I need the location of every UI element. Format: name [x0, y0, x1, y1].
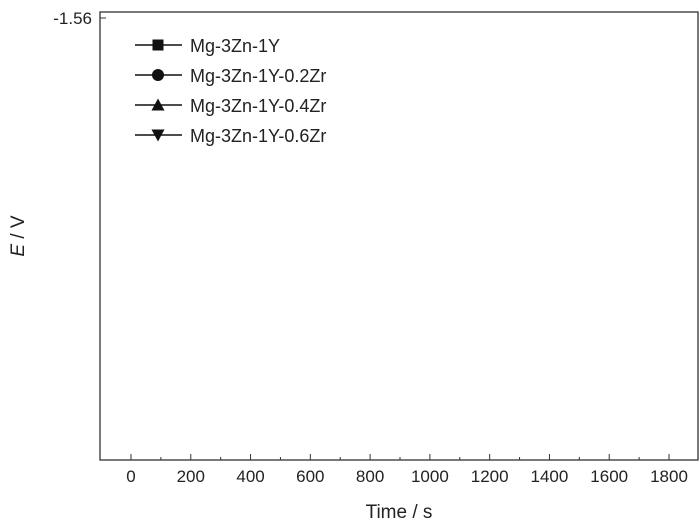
x-tick-label: 1600: [590, 467, 628, 486]
plot-frame: [99, 11, 699, 461]
x-tick-label: 400: [236, 467, 264, 486]
legend-marker: [152, 39, 164, 51]
x-tick-label: 1200: [471, 467, 509, 486]
legend-marker: [151, 98, 165, 111]
x-tick-label: 200: [177, 467, 205, 486]
legend-label: Mg-3Zn-1Y-0.6Zr: [190, 126, 326, 146]
legend: Mg-3Zn-1Y Mg-3Zn-1Y-0.2Zr Mg-3Zn-1Y-0.4Zr M…: [135, 36, 326, 146]
x-tick-label: 1400: [531, 467, 569, 486]
x-tick-label: 1000: [411, 467, 449, 486]
x-axis-label: Time / s: [366, 502, 433, 523]
x-tick-label: 800: [356, 467, 384, 486]
legend-label: Mg-3Zn-1Y: [190, 36, 280, 56]
y-tick-label: -1.56: [53, 9, 92, 28]
y-axis-label-symbol: E: [8, 244, 29, 257]
y-axis-label-unit: / V: [8, 215, 29, 244]
legend-label: Mg-3Zn-1Y-0.4Zr: [190, 96, 326, 116]
x-tick-label: 600: [296, 467, 324, 486]
legend-marker: [152, 69, 164, 81]
x-tick-label: 0: [126, 467, 135, 486]
legend-marker: [151, 129, 165, 142]
legend-label: Mg-3Zn-1Y-0.2Zr: [190, 66, 326, 86]
x-tick-label: 1800: [650, 467, 688, 486]
y-axis-label: E / V: [8, 215, 29, 257]
axes: 020040060080010001200140016001800-1.56-1…: [53, 9, 699, 486]
